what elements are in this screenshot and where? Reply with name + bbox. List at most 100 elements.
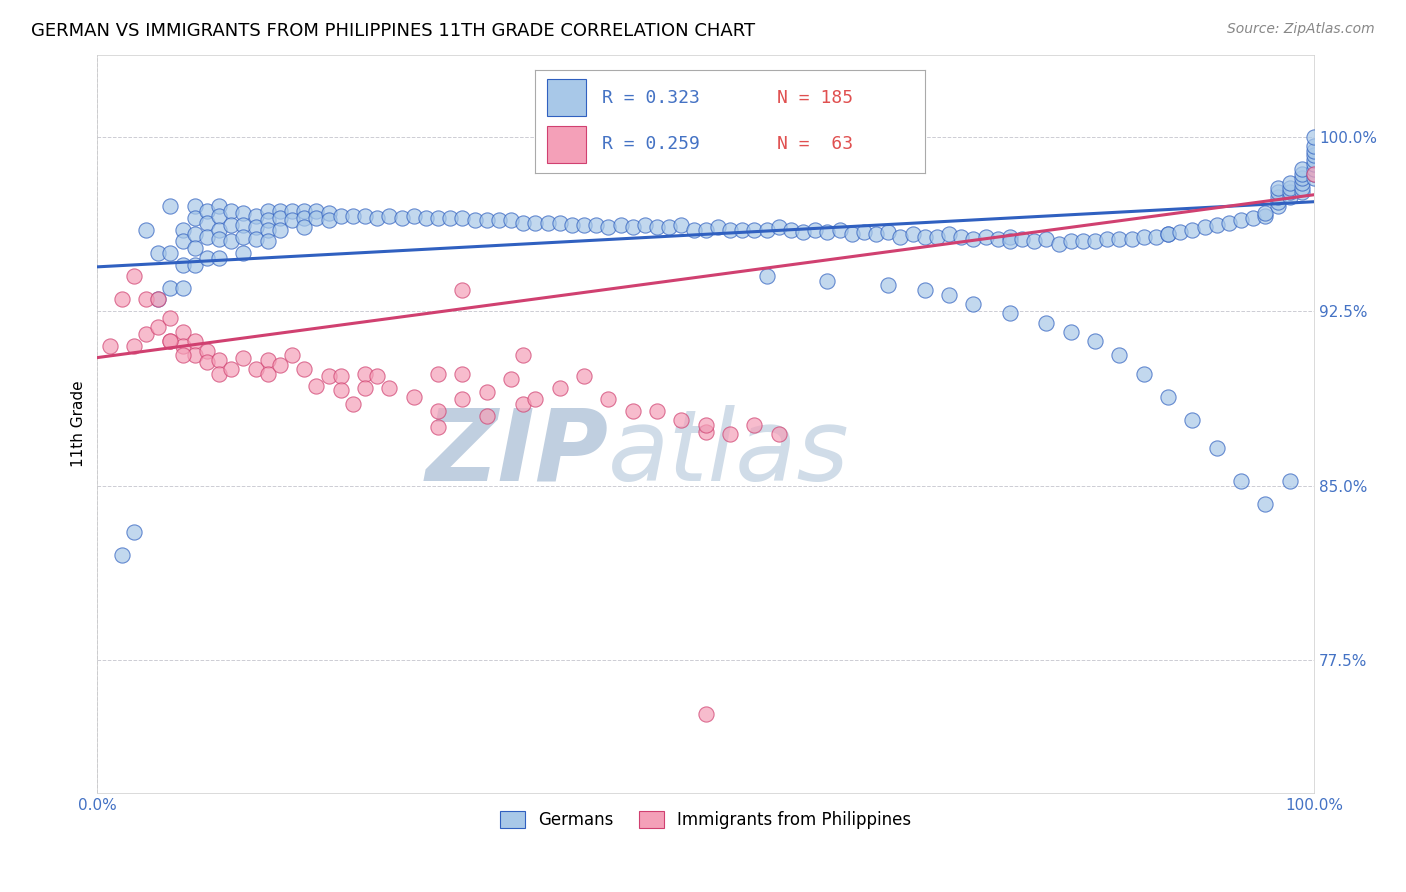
Point bbox=[159, 311, 181, 326]
Point bbox=[451, 283, 474, 297]
Point bbox=[938, 227, 960, 242]
Point bbox=[1071, 234, 1094, 248]
Point bbox=[499, 213, 522, 227]
Point bbox=[561, 218, 583, 232]
Point bbox=[658, 220, 681, 235]
Point bbox=[695, 706, 717, 721]
Point bbox=[1278, 180, 1301, 194]
Point bbox=[232, 218, 254, 232]
Point bbox=[219, 218, 242, 232]
Point bbox=[111, 293, 134, 307]
Point bbox=[427, 367, 450, 381]
Point bbox=[245, 232, 267, 246]
Point bbox=[1035, 316, 1057, 330]
Legend: Germans, Immigrants from Philippines: Germans, Immigrants from Philippines bbox=[494, 805, 918, 836]
Point bbox=[256, 234, 278, 248]
Point bbox=[318, 213, 340, 227]
Point bbox=[172, 222, 194, 236]
Point bbox=[402, 390, 425, 404]
Point bbox=[305, 204, 328, 219]
Point bbox=[707, 220, 730, 235]
Point bbox=[1181, 413, 1204, 427]
Point bbox=[256, 204, 278, 219]
Point bbox=[1303, 162, 1326, 177]
Point bbox=[634, 218, 657, 232]
Point bbox=[159, 334, 181, 349]
Point bbox=[488, 213, 510, 227]
Point bbox=[877, 225, 900, 239]
Point bbox=[451, 392, 474, 407]
Point bbox=[292, 220, 315, 235]
Point bbox=[755, 269, 778, 284]
Point bbox=[841, 227, 863, 242]
Point bbox=[998, 234, 1021, 248]
Point bbox=[768, 427, 790, 442]
Point bbox=[962, 232, 984, 246]
Point bbox=[1267, 194, 1289, 209]
Point bbox=[366, 369, 388, 384]
Point bbox=[342, 209, 364, 223]
Point bbox=[1303, 157, 1326, 171]
Point bbox=[925, 229, 948, 244]
Point bbox=[572, 369, 595, 384]
Point bbox=[269, 204, 291, 219]
Point bbox=[135, 327, 157, 342]
Point bbox=[256, 352, 278, 367]
Point bbox=[645, 404, 668, 418]
Point bbox=[1254, 206, 1277, 220]
Point bbox=[548, 216, 571, 230]
Point bbox=[950, 229, 973, 244]
Point bbox=[1267, 199, 1289, 213]
Point bbox=[1230, 474, 1253, 488]
Point bbox=[962, 297, 984, 311]
Point bbox=[1291, 180, 1313, 194]
Point bbox=[245, 220, 267, 235]
Point bbox=[329, 383, 352, 397]
Point bbox=[402, 209, 425, 223]
Point bbox=[378, 209, 401, 223]
Point bbox=[172, 339, 194, 353]
Point bbox=[1267, 186, 1289, 200]
Point bbox=[621, 404, 644, 418]
Point bbox=[987, 232, 1010, 246]
Point bbox=[1230, 213, 1253, 227]
Point bbox=[172, 325, 194, 339]
Point bbox=[865, 227, 887, 242]
Text: GERMAN VS IMMIGRANTS FROM PHILIPPINES 11TH GRADE CORRELATION CHART: GERMAN VS IMMIGRANTS FROM PHILIPPINES 11… bbox=[31, 22, 755, 40]
Point bbox=[305, 211, 328, 225]
Point bbox=[1060, 234, 1083, 248]
Point bbox=[329, 369, 352, 384]
Point bbox=[671, 413, 693, 427]
Point bbox=[572, 218, 595, 232]
Point bbox=[159, 281, 181, 295]
Point bbox=[1035, 232, 1057, 246]
Point bbox=[512, 348, 534, 362]
Point bbox=[718, 427, 741, 442]
Point bbox=[451, 211, 474, 225]
Point bbox=[1291, 186, 1313, 200]
Point bbox=[1157, 227, 1180, 242]
Point bbox=[1157, 390, 1180, 404]
Point bbox=[219, 204, 242, 219]
Point bbox=[366, 211, 388, 225]
Point bbox=[281, 213, 304, 227]
Point bbox=[122, 339, 145, 353]
Point bbox=[671, 218, 693, 232]
Point bbox=[208, 222, 231, 236]
Point bbox=[475, 385, 498, 400]
Point bbox=[938, 287, 960, 301]
Point bbox=[1278, 176, 1301, 190]
Point bbox=[731, 222, 754, 236]
Point bbox=[159, 334, 181, 349]
Point bbox=[475, 409, 498, 423]
Point bbox=[1108, 348, 1130, 362]
Point bbox=[148, 320, 170, 334]
Point bbox=[1303, 144, 1326, 158]
Point bbox=[256, 222, 278, 236]
Point bbox=[208, 352, 231, 367]
Point bbox=[1241, 211, 1264, 225]
Point bbox=[1291, 171, 1313, 186]
Point bbox=[232, 246, 254, 260]
Point bbox=[1303, 167, 1326, 181]
Point bbox=[427, 211, 450, 225]
